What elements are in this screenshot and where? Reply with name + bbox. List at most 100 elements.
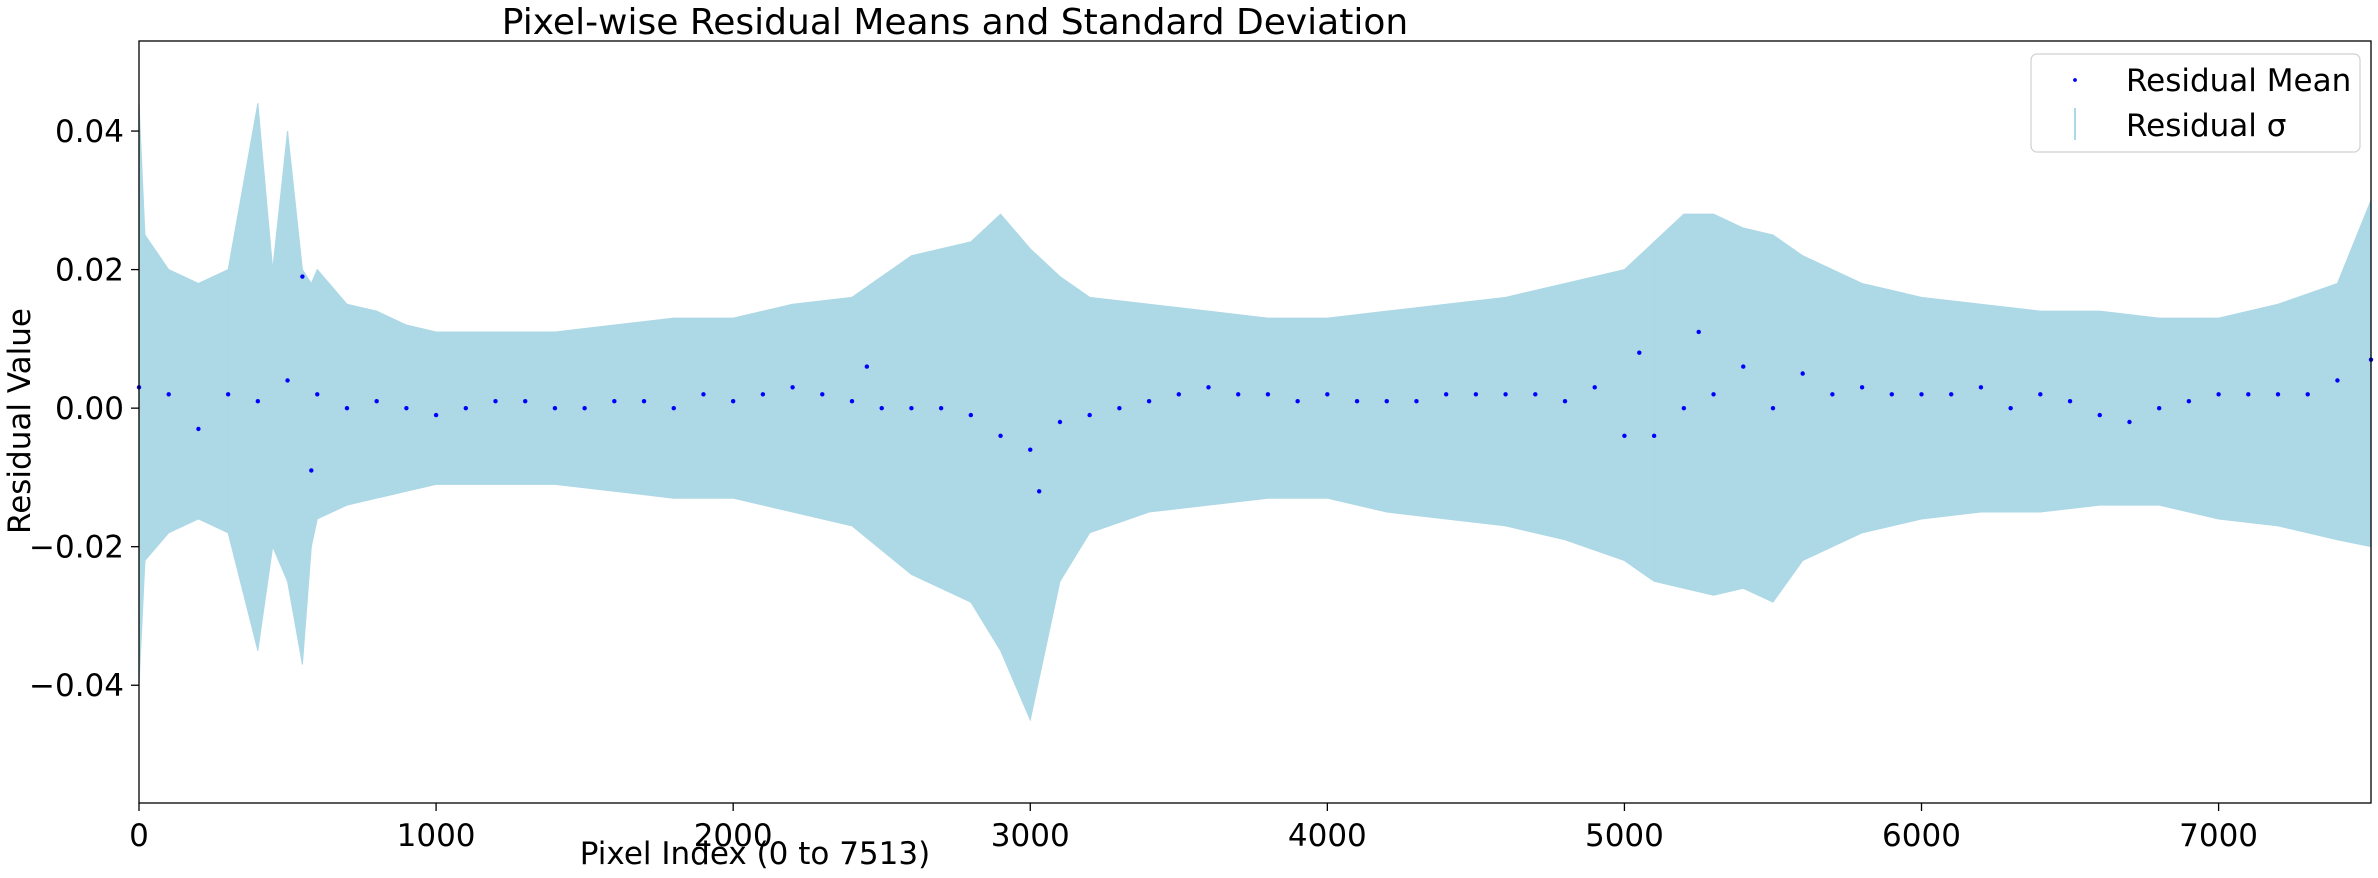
mean-point	[909, 405, 914, 411]
mean-point	[998, 433, 1003, 439]
sigma-band-layer	[138, 103, 2372, 722]
mean-point	[641, 399, 647, 404]
mean-point	[1622, 433, 1627, 439]
mean-point	[404, 405, 409, 411]
axes-frame	[138, 40, 2372, 804]
x-tick-label: 7000	[2179, 818, 2258, 854]
mean-point	[1087, 412, 1092, 418]
mean-point	[1859, 385, 1865, 390]
chart-title: Pixel-wise Residual Means and Standard D…	[502, 2, 1408, 43]
mean-point	[612, 399, 617, 404]
mean-point	[2156, 405, 2162, 411]
mean-point	[1711, 392, 1716, 397]
mean-point	[344, 405, 350, 411]
mean-point	[552, 405, 558, 411]
mean-point	[1651, 433, 1657, 439]
mean-point	[968, 412, 974, 418]
mean-point	[1637, 350, 1642, 355]
mean-point	[433, 412, 439, 418]
mean-point	[1265, 392, 1271, 397]
mean-point	[1592, 385, 1597, 390]
mean-point	[225, 392, 231, 397]
mean-point	[1057, 419, 1063, 425]
mean-point	[1473, 392, 1479, 397]
y-axis-ticks: −0.04 −0.02 0.00 0.02 0.04	[29, 114, 139, 704]
y-tick-label: 0.04	[55, 114, 124, 150]
mean-point	[879, 405, 884, 411]
mean-point	[2216, 392, 2221, 397]
mean-point	[2067, 399, 2073, 404]
mean-point	[2246, 392, 2251, 397]
mean-point	[1681, 405, 1687, 411]
mean-point	[760, 392, 766, 397]
x-axis-label: Pixel Index (0 to 7513)	[580, 836, 930, 872]
mean-point	[1533, 392, 1538, 397]
x-tick-label: 1000	[397, 818, 476, 854]
mean-point	[2305, 392, 2310, 397]
mean-point	[1384, 399, 1389, 404]
mean-point	[2008, 405, 2013, 411]
mean-point	[1741, 364, 1746, 369]
mean-point	[1696, 329, 1701, 335]
mean-point	[864, 364, 870, 369]
mean-point	[790, 385, 795, 390]
mean-point	[1800, 371, 1805, 376]
mean-point	[820, 392, 825, 397]
mean-point	[1117, 405, 1122, 411]
mean-point	[1354, 399, 1360, 404]
mean-point	[2186, 399, 2192, 404]
mean-point	[1146, 399, 1152, 404]
x-tick-label: 6000	[1882, 818, 1961, 854]
mean-point	[701, 392, 706, 397]
x-tick-label: 3000	[991, 818, 1070, 854]
legend-mean-marker	[2073, 78, 2077, 82]
legend-sigma-label: Residual σ	[2126, 108, 2286, 144]
mean-point	[374, 399, 379, 404]
mean-point	[1443, 392, 1449, 397]
mean-point	[849, 399, 855, 404]
mean-point	[1236, 392, 1241, 397]
x-tick-label: 0	[129, 818, 149, 854]
mean-point	[255, 399, 261, 404]
mean-point	[309, 468, 314, 473]
mean-point	[1028, 447, 1033, 452]
mean-point	[196, 426, 201, 432]
mean-point	[463, 405, 468, 411]
mean-point	[1949, 392, 1954, 397]
mean-point	[523, 399, 528, 404]
x-tick-label: 5000	[1585, 818, 1664, 854]
mean-point	[2127, 419, 2132, 425]
x-tick-label: 2000	[694, 818, 773, 854]
mean-point	[1978, 385, 1984, 390]
legend: Residual Mean Residual σ	[2030, 53, 2361, 153]
mean-point	[730, 399, 736, 404]
mean-point	[1503, 392, 1508, 397]
x-axis-ticks: 0 1000 2000 3000 4000 5000 6000 7000	[129, 803, 2258, 854]
mean-point	[1414, 399, 1419, 404]
mean-point	[1889, 392, 1895, 397]
y-tick-label: 0.02	[55, 253, 124, 289]
mean-point	[2335, 378, 2340, 383]
mean-point	[1176, 392, 1182, 397]
mean-point	[1206, 385, 1211, 390]
sigma-band-area	[138, 103, 2372, 722]
legend-mean-label: Residual Mean	[2126, 63, 2351, 99]
mean-point	[582, 405, 587, 411]
mean-point	[300, 274, 305, 279]
y-tick-label: −0.04	[29, 668, 124, 704]
y-axis-label: Residual Value	[2, 308, 38, 534]
mean-point	[2038, 392, 2043, 397]
mean-point	[1830, 392, 1835, 397]
y-tick-label: 0.00	[55, 391, 124, 427]
mean-points-layer	[136, 274, 2374, 494]
mean-point	[315, 392, 320, 397]
legend-box	[2030, 53, 2361, 153]
mean-point	[2275, 392, 2281, 397]
mean-point	[166, 392, 171, 397]
mean-point	[1562, 399, 1568, 404]
mean-point	[938, 405, 944, 411]
mean-point	[2097, 412, 2102, 418]
mean-point	[285, 378, 290, 383]
